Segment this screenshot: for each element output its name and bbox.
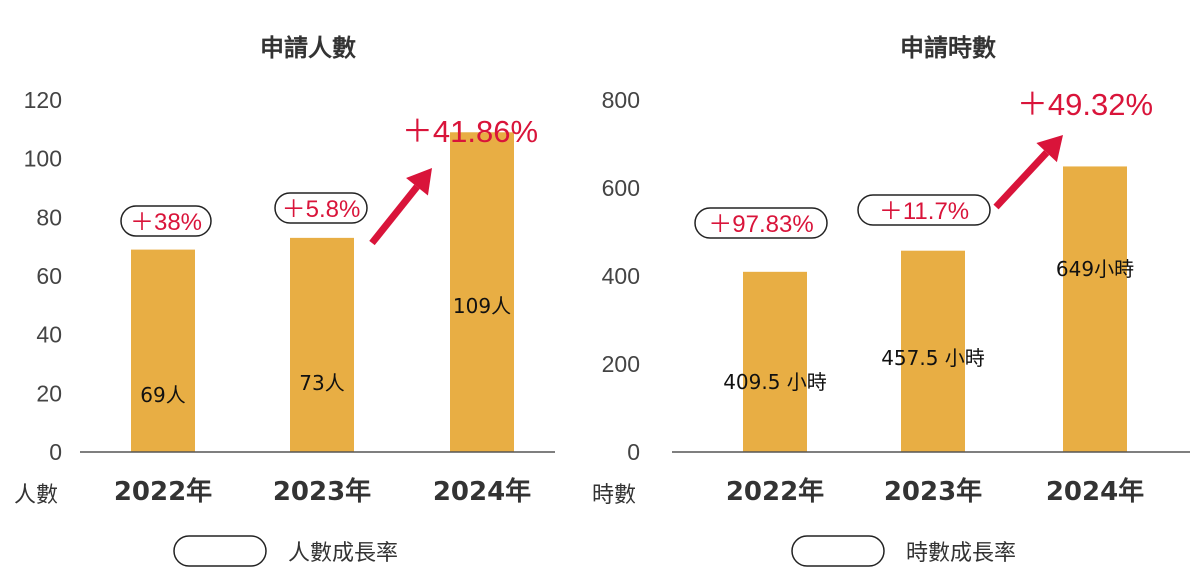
y-tick-label: 20: [36, 380, 62, 406]
bar-value-label: 69人: [140, 383, 185, 407]
x-category-label: 2023年: [884, 476, 982, 507]
y-tick-label: 40: [36, 322, 62, 348]
growth-rate-highlight: ＋49.32%: [1017, 87, 1153, 122]
growth-arrow-head: [406, 168, 432, 196]
growth-rate-pill: [274, 192, 368, 224]
bar: [1063, 166, 1127, 452]
y-tick-label: 100: [24, 146, 62, 172]
y-tick-label: 60: [36, 263, 62, 289]
growth-rate-pill: [694, 207, 828, 239]
y-tick-label: 80: [36, 204, 62, 230]
legend-label: 時數成長率: [906, 541, 1016, 566]
chart-title: 申請人數: [260, 34, 356, 62]
chart-title: 申請時數: [900, 34, 996, 62]
bar: [131, 249, 195, 452]
y-tick-label: 400: [602, 263, 640, 289]
bar-value-label: 457.5 小時: [881, 346, 985, 370]
bar: [743, 271, 807, 452]
x-category-label: 2022年: [726, 476, 824, 507]
legend-label: 人數成長率: [288, 541, 398, 566]
growth-rate-pill: [857, 194, 991, 226]
x-category-label: 2024年: [1046, 476, 1144, 507]
growth-rate-label: ＋38%: [130, 209, 202, 236]
growth-rate-label: ＋5.8%: [282, 196, 361, 223]
y-tick-label: 200: [602, 351, 640, 377]
growth-rate-label: ＋11.7%: [879, 198, 969, 225]
x-category-label: 2023年: [273, 476, 371, 507]
legend-symbol: [791, 535, 885, 567]
y-tick-label: 0: [627, 439, 640, 465]
bar: [290, 237, 354, 452]
growth-arrow-head: [1036, 135, 1063, 163]
bar: [450, 132, 514, 452]
bar-value-label: 409.5 小時: [723, 370, 827, 394]
bar-value-label: 73人: [299, 371, 344, 395]
x-category-label: 2022年: [114, 476, 212, 507]
growth-rate-label: ＋97.83%: [708, 211, 813, 238]
growth-arrow-shaft: [369, 184, 420, 246]
y-tick-label: 800: [602, 87, 640, 113]
y-tick-label: 600: [602, 175, 640, 201]
bar-value-label: 109人: [453, 294, 511, 318]
growth-rate-pill: [120, 205, 212, 237]
y-tick-label: 0: [49, 439, 62, 465]
growth-rate-highlight: ＋41.86%: [402, 114, 538, 149]
x-category-label: 2024年: [433, 476, 531, 507]
y-tick-label: 120: [24, 87, 62, 113]
y-axis-label: 時數: [592, 483, 636, 508]
bar-value-label: 649小時: [1056, 257, 1134, 281]
legend-symbol: [173, 535, 267, 567]
growth-arrow-shaft: [993, 150, 1050, 210]
bar: [901, 250, 965, 452]
y-axis-label: 人數: [14, 483, 58, 508]
